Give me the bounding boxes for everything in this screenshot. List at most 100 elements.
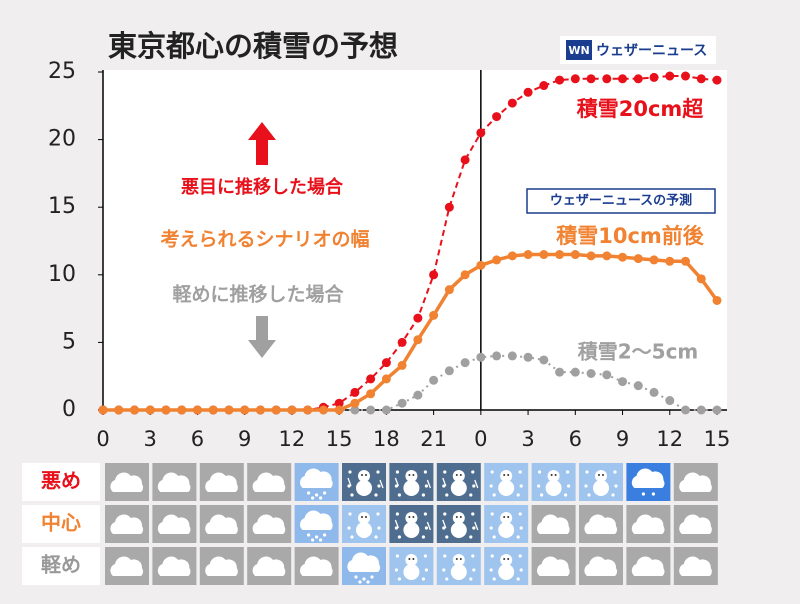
data-point bbox=[350, 405, 360, 415]
snowflake bbox=[516, 577, 520, 581]
x-tick-label: 15 bbox=[704, 427, 731, 451]
snowman-eye bbox=[459, 516, 462, 518]
data-point bbox=[618, 74, 628, 84]
data-point bbox=[665, 256, 675, 266]
data-point bbox=[413, 390, 423, 400]
snowman-eye bbox=[602, 474, 604, 476]
cloud-shape bbox=[679, 514, 712, 534]
weather-icon bbox=[389, 547, 434, 585]
snowflake bbox=[540, 493, 544, 497]
data-point bbox=[240, 405, 250, 415]
data-point bbox=[492, 112, 502, 122]
data-point bbox=[696, 274, 706, 284]
snowflake bbox=[613, 470, 617, 474]
cloud-shape bbox=[631, 514, 665, 534]
snowman-eye bbox=[361, 474, 363, 476]
snowflake bbox=[348, 470, 352, 474]
data-point bbox=[476, 128, 486, 138]
snowflake bbox=[585, 470, 589, 474]
snowflake bbox=[519, 568, 523, 572]
data-point bbox=[696, 74, 706, 84]
snowflake bbox=[350, 493, 354, 497]
snowflake bbox=[472, 568, 476, 572]
data-point bbox=[712, 75, 722, 85]
snowman-eye bbox=[503, 558, 506, 560]
data-point bbox=[429, 270, 439, 280]
brand-name: ウェザーニュース bbox=[596, 43, 707, 59]
data-point bbox=[507, 98, 517, 108]
snowflake bbox=[472, 484, 476, 488]
snowman-eye bbox=[365, 516, 367, 518]
snowflake bbox=[307, 491, 311, 495]
sleet-streak bbox=[426, 521, 432, 531]
data-point bbox=[712, 295, 722, 305]
snowman-head bbox=[500, 512, 513, 524]
snowman-eye bbox=[408, 516, 411, 518]
data-point bbox=[602, 74, 612, 84]
legend-label: 軽めに推移した場合 bbox=[172, 283, 344, 306]
cloud-shape bbox=[157, 556, 191, 576]
data-point bbox=[555, 367, 565, 377]
sleet-streak bbox=[347, 477, 352, 487]
data-point bbox=[460, 155, 470, 165]
snowflake bbox=[395, 470, 399, 474]
snowflake bbox=[518, 554, 522, 558]
weather-icon bbox=[673, 547, 718, 585]
data-point bbox=[413, 313, 423, 323]
snowflake bbox=[567, 484, 571, 488]
snowflake bbox=[611, 493, 615, 497]
x-tick-label: 0 bbox=[96, 427, 109, 451]
snowflake bbox=[348, 512, 352, 516]
data-point bbox=[271, 405, 281, 415]
cloud-shape bbox=[205, 472, 238, 492]
data-point bbox=[523, 352, 533, 362]
weather-icon bbox=[247, 463, 292, 501]
snowflake bbox=[537, 484, 541, 488]
x-tick-label: 21 bbox=[420, 427, 447, 451]
data-point bbox=[633, 74, 643, 84]
snowflake bbox=[445, 577, 449, 581]
data-point bbox=[381, 374, 391, 384]
snowflake bbox=[490, 470, 494, 474]
data-point bbox=[413, 335, 423, 345]
weather-icon bbox=[247, 505, 292, 543]
cloud-shape bbox=[300, 468, 333, 488]
data-point bbox=[681, 256, 691, 266]
sleet-streak bbox=[379, 479, 384, 489]
snowflake bbox=[584, 484, 588, 488]
weather-icon bbox=[199, 547, 244, 585]
snowman-head bbox=[358, 470, 370, 482]
snowman-eye bbox=[365, 474, 367, 476]
weather-icon bbox=[531, 463, 576, 501]
cloud-shape bbox=[205, 556, 238, 576]
data-point bbox=[366, 405, 376, 415]
weather-icon bbox=[531, 547, 576, 585]
data-point bbox=[177, 405, 187, 415]
arrow-up bbox=[248, 122, 276, 165]
plot-area bbox=[103, 70, 727, 410]
data-point bbox=[665, 396, 675, 406]
sleet-streak bbox=[394, 477, 400, 487]
snowflake bbox=[518, 470, 522, 474]
snowflake bbox=[395, 512, 399, 516]
snowflake bbox=[358, 580, 362, 584]
snowflake bbox=[490, 554, 494, 558]
data-point bbox=[208, 405, 218, 415]
x-tick-label: 15 bbox=[326, 427, 353, 451]
data-point bbox=[665, 71, 675, 81]
weather-icon bbox=[436, 505, 481, 543]
cloud-shape bbox=[300, 510, 333, 530]
weather-icon bbox=[436, 463, 481, 501]
cloud-shape bbox=[252, 472, 286, 492]
row-label: 軽め bbox=[41, 553, 81, 577]
snowflake bbox=[519, 526, 523, 530]
snowman-eye bbox=[455, 558, 458, 560]
snowman-body bbox=[498, 522, 515, 538]
data-point bbox=[444, 202, 454, 212]
data-point bbox=[161, 405, 171, 415]
snowflake bbox=[492, 493, 496, 497]
annotation: ウェザーニュースの予測 bbox=[550, 193, 692, 209]
snowman-eye bbox=[503, 516, 506, 518]
snowflake bbox=[311, 496, 315, 500]
sleet-streak bbox=[442, 477, 447, 487]
